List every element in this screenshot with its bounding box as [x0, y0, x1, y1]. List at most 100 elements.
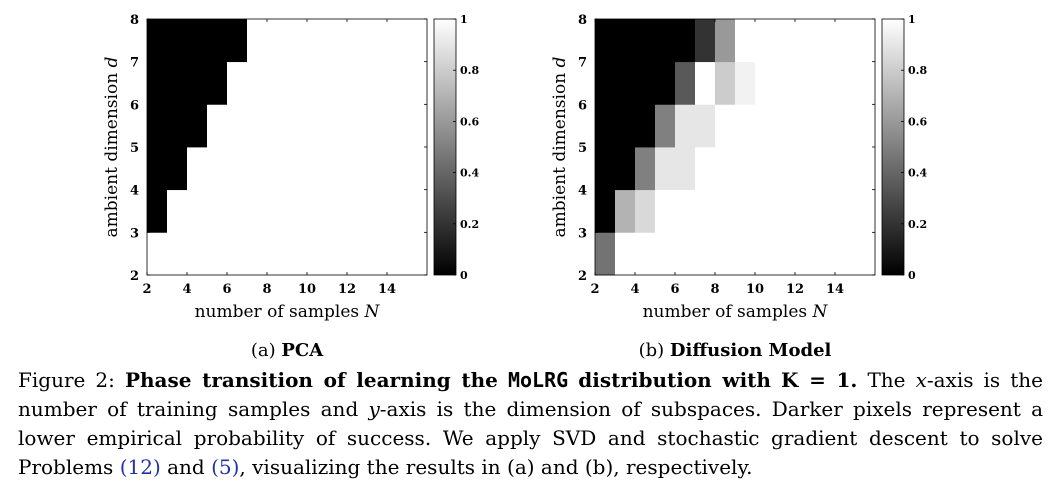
heatmap-cell — [247, 104, 268, 148]
heatmap-cell — [367, 61, 388, 105]
heatmap-cell — [855, 104, 876, 148]
heatmap-cell — [695, 232, 716, 276]
heatmap-cell — [247, 147, 268, 191]
heatmap-cell — [795, 232, 816, 276]
heatmap-cell — [227, 147, 248, 191]
heatmap-cell — [615, 61, 636, 105]
heatmap-cell — [207, 61, 228, 105]
heatmap-cell — [855, 147, 876, 191]
y-tick-label: 5 — [578, 141, 587, 156]
heatmap-cell — [655, 61, 676, 105]
heatmap-cell — [655, 104, 676, 148]
heatmap-cell — [795, 147, 816, 191]
heatmap-cell — [307, 147, 328, 191]
heatmap-cell — [775, 147, 796, 191]
x-tick-label: 4 — [630, 282, 639, 297]
heatmap-cell — [387, 232, 408, 276]
heatmap-cell — [407, 189, 428, 233]
heatmap-cell — [635, 104, 656, 148]
heatmap-cell — [367, 147, 388, 191]
y-tick-label: 7 — [130, 56, 139, 71]
heatmap-cell — [247, 19, 268, 63]
heatmap-cell — [835, 189, 856, 233]
colorbar-tick-label: 0.2 — [908, 218, 927, 231]
heatmap-cell — [167, 104, 188, 148]
heatmap-cell — [207, 189, 228, 233]
caption-ref-12[interactable]: (12) — [119, 455, 161, 479]
heatmap-cell — [675, 104, 696, 148]
heatmap-cell — [167, 147, 188, 191]
y-axis-label: ambient dimension d — [550, 56, 570, 237]
caption-text-3: -axis is the dimension of subspaces. Dar… — [18, 397, 1043, 479]
colorbar-tick-label: 0.8 — [908, 64, 927, 77]
heatmap-cell — [635, 61, 656, 105]
x-tick-label: 12 — [786, 282, 804, 297]
heatmap-cell — [855, 61, 876, 105]
heatmap-cell — [167, 232, 188, 276]
heatmap-cell — [347, 147, 368, 191]
heatmap-cell — [147, 104, 168, 148]
caption-ref-5[interactable]: (5) — [211, 455, 240, 479]
subcaption: (a) PCA — [251, 340, 324, 361]
heatmap-cell — [147, 19, 168, 63]
heatmap-cell — [227, 104, 248, 148]
figure-caption: Figure 2: Phase transition of learning t… — [18, 366, 1043, 482]
heatmap-cell — [247, 61, 268, 105]
heatmap-cell — [715, 189, 736, 233]
y-tick-label: 7 — [578, 56, 587, 71]
heatmap-cell — [187, 61, 208, 105]
heatmap-cell — [655, 147, 676, 191]
heatmap-cell — [207, 19, 228, 63]
heatmap-cell — [347, 189, 368, 233]
heatmap-cell — [695, 61, 716, 105]
heatmap-cell — [775, 19, 796, 63]
heatmap-cell — [755, 232, 776, 276]
heatmap-cell — [227, 189, 248, 233]
heatmap-cell — [227, 61, 248, 105]
x-tick-label: 2 — [590, 282, 599, 297]
heatmap-cell — [595, 61, 616, 105]
x-tick-label: 10 — [298, 282, 316, 297]
y-tick-label: 8 — [130, 13, 139, 28]
heatmap-cell — [775, 232, 796, 276]
heatmap-cell — [267, 189, 288, 233]
heatmap-cell — [187, 232, 208, 276]
heatmap-cell — [267, 232, 288, 276]
heatmap-cell — [835, 61, 856, 105]
caption-figure-number: Figure 2: — [18, 368, 115, 392]
x-tick-label: 2 — [142, 282, 151, 297]
heatmap-cell — [347, 19, 368, 63]
heatmap-cell — [635, 147, 656, 191]
y-tick-label: 4 — [130, 184, 139, 199]
heatmap-cell — [327, 104, 348, 148]
heatmap-cell — [675, 19, 696, 63]
y-tick-label: 2 — [578, 269, 587, 284]
heatmap-cell — [387, 147, 408, 191]
y-tick-label: 6 — [578, 98, 587, 113]
y-axis-label: ambient dimension d — [102, 56, 122, 237]
heatmap-cell — [655, 19, 676, 63]
x-tick-label: 4 — [182, 282, 191, 297]
x-tick-label: 14 — [378, 282, 396, 297]
heatmap-cell — [187, 189, 208, 233]
heatmap-cell — [695, 104, 716, 148]
heatmap-cell — [735, 61, 756, 105]
heatmap-cell — [715, 147, 736, 191]
heatmap-cell — [755, 61, 776, 105]
heatmap-cell — [387, 104, 408, 148]
caption-bold-a: Phase transition of learning the — [124, 368, 498, 392]
x-tick-label: 12 — [338, 282, 356, 297]
heatmap-cell — [407, 61, 428, 105]
heatmap-cell — [835, 147, 856, 191]
heatmap-cell — [267, 104, 288, 148]
heatmap-cell — [675, 232, 696, 276]
heatmap-cell — [307, 104, 328, 148]
heatmap-cell — [327, 147, 348, 191]
heatmap-cell — [147, 61, 168, 105]
y-tick-label: 2 — [130, 269, 139, 284]
heatmap-cell — [715, 232, 736, 276]
heatmap-cell — [715, 104, 736, 148]
heatmap-cell — [735, 19, 756, 63]
heatmap-cell — [347, 232, 368, 276]
